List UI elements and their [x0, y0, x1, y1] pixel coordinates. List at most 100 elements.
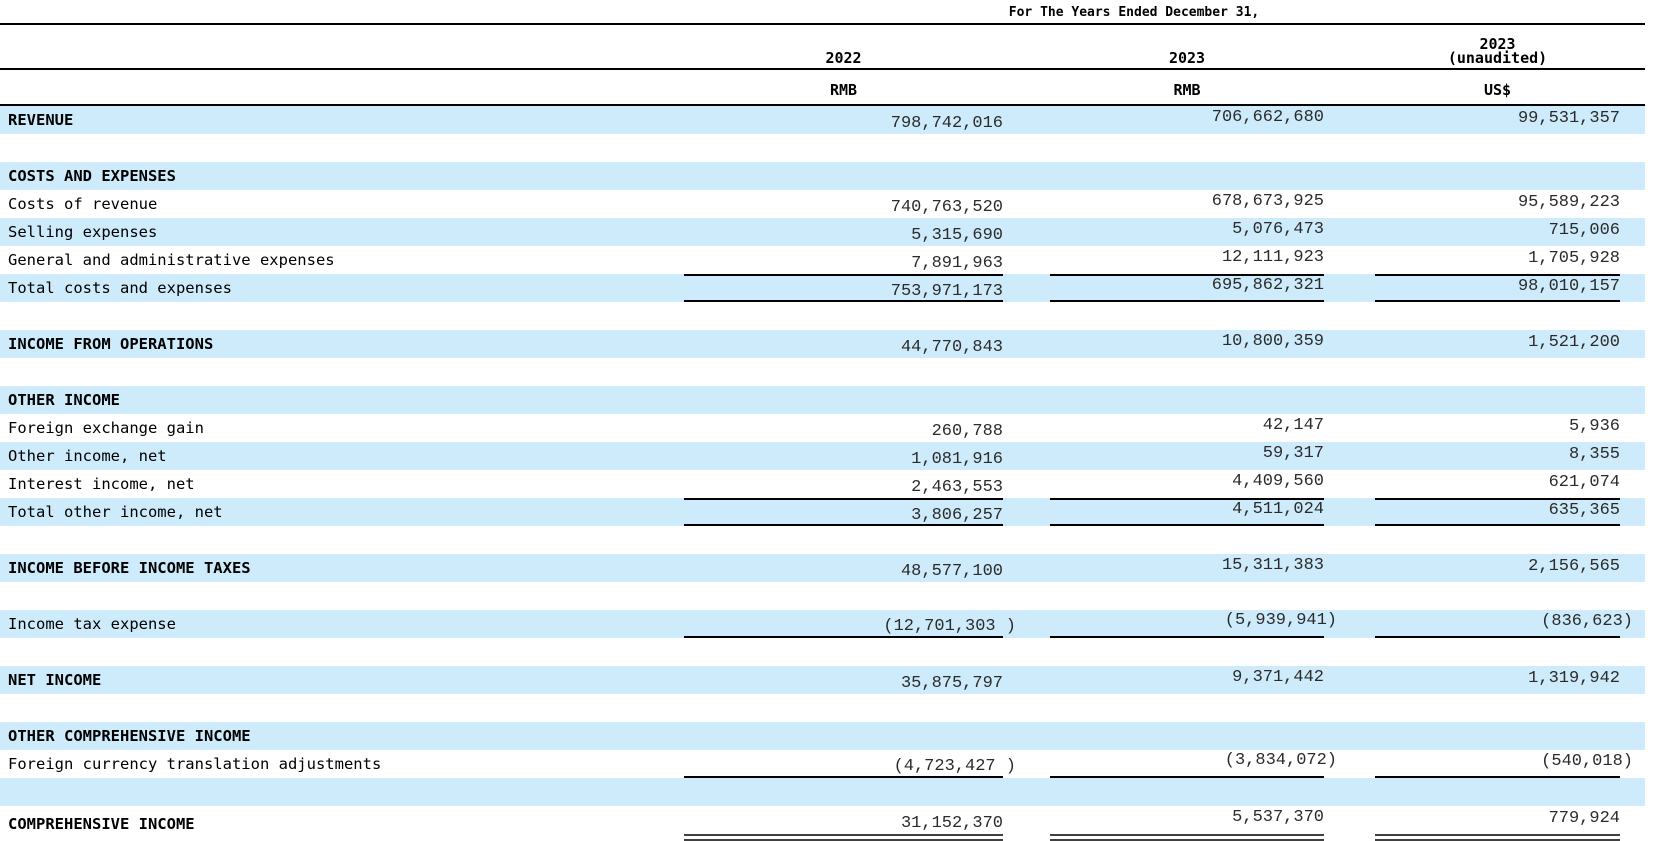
value-2023-rmb: 5,076,473 [1232, 219, 1324, 239]
value-2023-rmb [1050, 358, 1324, 386]
spacer-row [0, 526, 1645, 554]
table-body: REVENUE 798,742,016 706,662,680 99,531,3… [0, 106, 1645, 841]
value-2022-rmb: 44,770,843 [900, 337, 1003, 357]
year-label-2023-unaudited: 2023 [1479, 35, 1516, 53]
value-2022-rmb: 3,806,257 [684, 498, 1003, 526]
value-2023-rmb: (5,939,941) [1050, 610, 1337, 638]
table-row: Foreign currency translation adjustments… [0, 750, 1645, 778]
value-2023-rmb: 4,511,024 [1050, 498, 1324, 526]
header-rule-top [0, 23, 1645, 25]
row-label: Costs of revenue [8, 195, 158, 213]
value-2023-rmb: 695,862,321 [1050, 274, 1324, 302]
value-2023-usd [1375, 302, 1620, 330]
row-label [0, 694, 684, 722]
value-2023-usd [1375, 638, 1620, 666]
row-label [0, 526, 684, 554]
value-2022-rmb: 7,891,963 [911, 253, 1003, 273]
value-2022-rmb: 2,463,553 [911, 477, 1003, 497]
row-label: INCOME FROM OPERATIONS [8, 335, 214, 353]
value-2022-rmb: 48,577,100 [900, 561, 1003, 581]
column-header-2023: 2023 [1050, 49, 1324, 67]
row-label: Selling expenses [8, 223, 158, 241]
value-2023-usd [1375, 162, 1620, 190]
table-row: Selling expenses 5,315,690 5,076,473 715… [0, 218, 1645, 246]
table-row: Interest income, net 2,463,553 4,409,560… [0, 470, 1645, 498]
value-2023-usd: 99,531,357 [1517, 108, 1620, 128]
value-2023-rmb: 706,662,680 [1211, 107, 1324, 127]
value-2022-rmb [684, 694, 1003, 722]
value-2023-rmb: 42,147 [1262, 415, 1324, 435]
table-row: Total other income, net 3,806,257 4,511,… [0, 498, 1645, 526]
value-2022-rmb: 1,081,916 [911, 449, 1003, 469]
value-2023-rmb [1050, 694, 1324, 722]
table-row: Costs of revenue 740,763,520 678,673,925… [0, 190, 1645, 218]
column-header-2023-unaudited: 2023 (unaudited) [1375, 35, 1620, 66]
value-2022-rmb: (12,701,303 ) [684, 610, 1016, 638]
header-rule-middle [0, 68, 1645, 70]
table-row: Total costs and expenses 753,971,173 695… [0, 274, 1645, 302]
row-label: OTHER COMPREHENSIVE INCOME [8, 727, 251, 745]
value-2022-rmb [684, 526, 1003, 554]
value-2023-usd: 95,589,223 [1517, 192, 1620, 212]
spacer-row [0, 638, 1645, 666]
year-label-2022: 2022 [825, 49, 862, 67]
value-2023-usd: 98,010,157 [1375, 274, 1620, 302]
value-2023-rmb [1050, 722, 1324, 750]
value-2023-usd: 1,319,942 [1528, 668, 1620, 688]
spacer-row [0, 694, 1645, 722]
value-2022-rmb [684, 162, 1003, 190]
value-2023-rmb: (3,834,072) [1050, 750, 1337, 778]
value-2023-usd [1375, 582, 1620, 610]
value-2023-rmb: 9,371,442 [1232, 667, 1324, 687]
row-label: REVENUE [8, 111, 74, 129]
value-2023-usd: 715,006 [1548, 220, 1620, 240]
value-2023-usd: 2,156,565 [1528, 556, 1620, 576]
value-2023-rmb: 12,111,923 [1221, 247, 1324, 267]
value-2022-rmb [684, 302, 1003, 330]
table-row: OTHER INCOME [0, 386, 1645, 414]
currency-label-rmb-2023: RMB [1173, 81, 1201, 99]
value-2023-usd [1375, 134, 1620, 162]
header-rule-bottom [0, 104, 1645, 106]
value-2023-usd: 8,355 [1568, 444, 1620, 464]
value-2023-usd [1375, 526, 1620, 554]
spacer-row [0, 302, 1645, 330]
currency-label-usd: US$ [1483, 81, 1512, 99]
year-header-row: 2022 2023 2023 (unaudited) [0, 25, 1645, 68]
row-label: COSTS AND EXPENSES [8, 167, 176, 185]
row-label [0, 638, 684, 666]
row-label: Income tax expense [8, 615, 176, 633]
row-label: Foreign currency translation adjustments [8, 755, 382, 773]
table-row: INCOME BEFORE INCOME TAXES 48,577,100 15… [0, 554, 1645, 582]
value-2023-rmb: 15,311,383 [1221, 555, 1324, 575]
value-2022-rmb: 740,763,520 [890, 197, 1003, 217]
period-title: For The Years Ended December 31, [1008, 5, 1260, 20]
value-2023-usd: 635,365 [1375, 498, 1620, 526]
row-label: Total costs and expenses [8, 279, 232, 297]
value-2022-rmb: 5,315,690 [911, 225, 1003, 245]
table-row: General and administrative expenses 7,89… [0, 246, 1645, 274]
table-row: NET INCOME 35,875,797 9,371,442 1,319,94… [0, 666, 1645, 694]
value-2023-rmb [1050, 302, 1324, 330]
year-label-2023: 2023 [1168, 49, 1206, 67]
value-2022-rmb [684, 722, 1003, 750]
value-2023-rmb [1050, 778, 1324, 806]
value-2023-rmb: 4,409,560 [1232, 471, 1324, 491]
spacer-row [0, 582, 1645, 610]
value-2023-usd: 5,936 [1568, 416, 1620, 436]
value-2022-rmb [684, 386, 1003, 414]
value-2023-usd: 1,521,200 [1528, 332, 1620, 352]
value-2022-rmb [684, 638, 1003, 666]
value-2023-usd: (836,623) [1375, 610, 1633, 638]
row-label: NET INCOME [8, 671, 102, 689]
value-2023-usd [1375, 694, 1620, 722]
value-2022-rmb [684, 358, 1003, 386]
table-row: Income tax expense (12,701,303 ) (5,939,… [0, 610, 1645, 638]
row-label: Interest income, net [8, 475, 195, 493]
spacer-row [0, 134, 1645, 162]
value-2023-rmb [1050, 526, 1324, 554]
value-2022-rmb [684, 778, 1003, 806]
table-row: OTHER COMPREHENSIVE INCOME [0, 722, 1645, 750]
value-2022-rmb: 798,742,016 [890, 113, 1003, 133]
